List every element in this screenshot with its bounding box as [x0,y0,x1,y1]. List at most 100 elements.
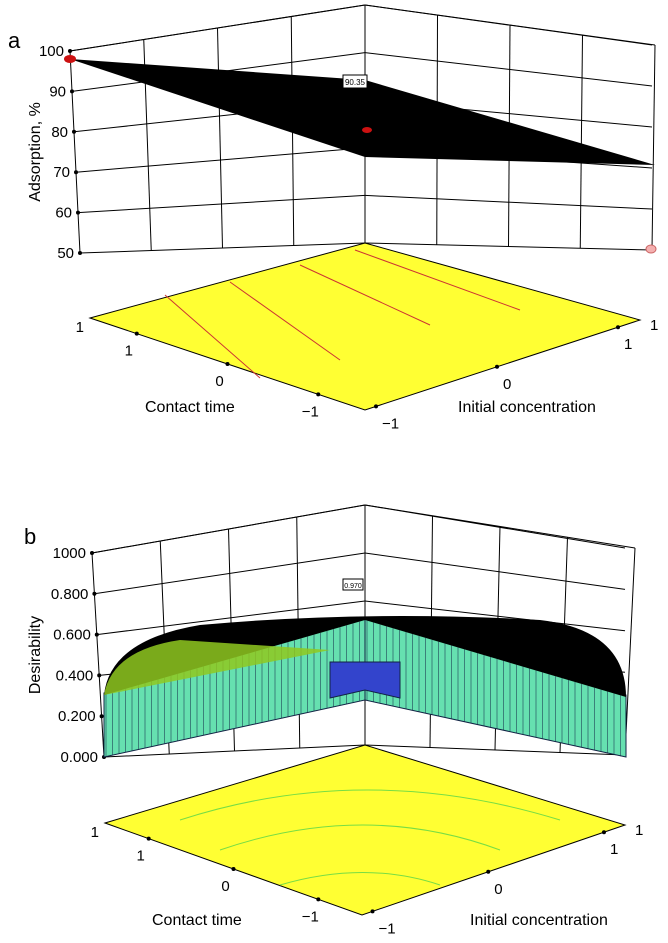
optimum-region [329,661,401,699]
z-tick-label: 90 [49,83,66,100]
z-tick-label: 60 [55,205,72,222]
y-tick-mark [495,364,499,369]
grid-line [75,147,366,173]
panel-b: 1000 0.800 0.600 0.400 0.200 0.000 Desirabilit… [27,504,643,937]
z-tick-label: 0.800 [51,586,89,603]
z-axis-label: Desirability [27,616,44,694]
grid-line [69,4,366,52]
y-corner-label: 1 [650,317,658,334]
grid-line [624,547,636,756]
contour-line [299,264,431,326]
y-tick-label: 0 [503,376,511,393]
z-tick-mark [94,632,99,637]
design-point [64,55,76,63]
contour-line [219,824,501,851]
y-tick-label: 1 [624,336,632,353]
x-tick-label: 0 [215,373,223,390]
response-surface [70,59,655,165]
z-tick-label: 1000 [53,545,86,562]
grid-line [364,4,656,46]
grid-line [364,744,626,756]
grid-line [579,34,583,249]
y-corner-label: 1 [635,822,643,839]
x-tick-mark [225,362,230,366]
z-tick-mark [70,89,74,94]
y-tick-mark [370,909,375,914]
z-tick-mark [72,129,76,134]
z-tick-label: 0.200 [58,708,96,725]
contour-line [164,294,261,379]
contour-line [229,281,341,361]
grid-line [364,552,626,590]
floor-contour-plane [103,744,627,916]
grid-line [91,504,366,554]
x-corner-label: 1 [76,319,84,336]
x-tick-mark [134,331,139,336]
x-corner-label: 1 [91,824,99,841]
grid-line [364,600,626,632]
x-tick-mark [316,392,321,397]
contour-line [179,789,561,821]
z-tick-mark [97,673,102,678]
panel-a-label: a [8,28,21,53]
contour-line [279,872,441,886]
z-tick-label: 80 [51,124,68,141]
y-axis-label: Initial concentration [458,399,596,416]
x-tick-label: 1 [125,343,133,360]
x-axis-label: Contact time [145,399,235,416]
y-tick-mark [486,869,491,874]
grid-line [96,600,366,636]
contour-line [354,249,521,311]
y-tick-label: 0 [494,881,502,898]
z-tick-mark [78,251,82,255]
y-axis-label: Initial concentration [470,912,608,929]
grid-line [364,504,636,549]
z-axis-label: Adsorption, % [27,102,44,202]
y-tick-label: 1 [610,841,618,858]
z-tick-label: 50 [57,245,74,262]
x-tick-mark [231,867,236,871]
y-tick-mark [616,325,620,330]
x-axis-label: Contact time [152,912,242,929]
annotation-value: 0.970 [344,583,362,590]
grid-line [217,27,223,249]
z-tick-mark [99,714,104,719]
x-tick-label: 1 [137,848,145,865]
z-tick-label: 0.600 [53,627,91,644]
grid-line [364,194,653,210]
design-point [362,127,372,133]
x-tick-label: −1 [302,403,319,420]
grid-line [364,52,653,87]
z-tick-label: 100 [39,43,64,60]
grid-line [79,242,366,254]
y-tick-label: −1 [382,415,399,432]
z-tick-mark [92,591,97,596]
surface-top-gradient [104,640,330,695]
y-tick-mark [374,404,378,409]
annotation-box [342,74,368,89]
y-tick-mark [601,830,606,835]
grid-line [69,50,81,254]
surface-top [104,616,626,697]
x-tick-label: 0 [221,878,229,895]
x-tick-mark [146,836,151,841]
grid-line [77,194,366,214]
z-tick-label: 0.000 [60,749,98,766]
grid-line [103,744,366,758]
z-tick-mark [74,170,78,175]
x-tick-label: −1 [302,908,319,925]
y-tick-label: −1 [379,920,396,937]
panel-b-label: b [24,524,36,549]
x-tick-mark [316,897,321,902]
annotation-box [342,578,364,591]
grid-line [94,552,366,595]
z-tick-mark [76,210,80,215]
floor-contour-plane [88,242,642,411]
z-tick-label: 70 [53,164,70,181]
z-tick-label: 0.400 [56,667,94,684]
annotation-value: 90.35 [345,78,366,87]
grid-line [364,242,653,251]
panel-a: 100 90 80 70 60 50 Adsorption, % 1 0 −1 −1 0 1 1 1 Cont… [27,4,658,432]
grid-line [91,552,105,758]
